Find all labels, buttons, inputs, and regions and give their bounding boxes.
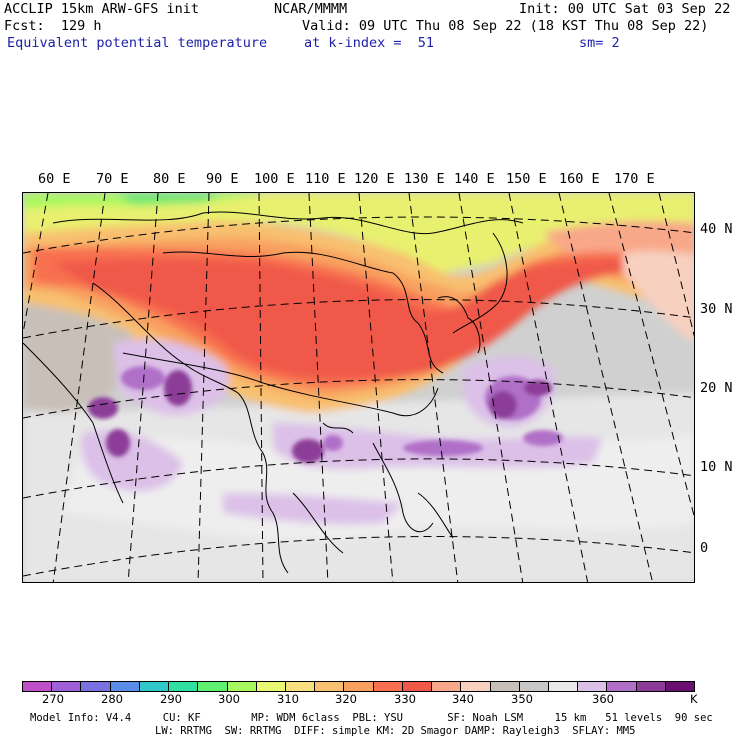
lon-label: 100 E — [254, 171, 295, 187]
colorbar-swatch — [52, 682, 82, 691]
colorbar-swatch — [23, 682, 53, 691]
model-info-line2: LW: RRTMG SW: RRTMG DIFF: simple KM: 2D … — [155, 725, 636, 737]
theta-e-map — [22, 192, 695, 583]
model-title: ACCLIP 15km ARW-GFS init — [4, 1, 200, 17]
colorbar-swatch — [432, 682, 462, 691]
lat-label: 20 N — [700, 380, 733, 396]
colorbar-tick: 300 — [218, 692, 240, 706]
colorbar-swatch — [227, 682, 257, 691]
colorbar-unit: K — [690, 692, 698, 706]
colorbar-swatch — [81, 682, 111, 691]
lon-label: 90 E — [206, 171, 239, 187]
colorbar-swatch — [636, 682, 666, 691]
colorbar-swatch — [315, 682, 345, 691]
colorbar-swatch — [548, 682, 579, 691]
graticule — [23, 193, 694, 582]
lon-label: 160 E — [559, 171, 600, 187]
lon-label: 110 E — [305, 171, 346, 187]
coastlines — [23, 211, 524, 574]
lat-label: 40 N — [700, 221, 733, 237]
colorbar-swatch — [139, 682, 170, 691]
center-label: NCAR/MMMM — [274, 1, 348, 17]
colorbar-tick: 270 — [42, 692, 64, 706]
lon-label: 70 E — [96, 171, 129, 187]
colorbar-swatch — [285, 682, 316, 691]
colorbar-swatch — [519, 682, 549, 691]
colorbar-swatch — [490, 682, 520, 691]
colorbar-tick: 290 — [160, 692, 182, 706]
field-name: Equivalent potential temperature — [7, 35, 268, 51]
colorbar-tick: 280 — [101, 692, 123, 706]
smoothing-label: sm= 2 — [579, 35, 620, 51]
colorbar-tick: 360 — [592, 692, 614, 706]
colorbar-tick: 340 — [452, 692, 474, 706]
model-info-line1: Model Info: V4.4 CU: KF MP: WDM 6class P… — [30, 712, 713, 724]
lat-label: 10 N — [700, 459, 733, 475]
lon-label: 150 E — [506, 171, 547, 187]
lon-label: 170 E — [614, 171, 655, 187]
colorbar-swatch — [198, 682, 228, 691]
colorbar-swatch — [461, 682, 491, 691]
lon-label: 60 E — [38, 171, 71, 187]
forecast-hour: Fcst: 129 h — [4, 18, 102, 34]
colorbar-tick: 310 — [277, 692, 299, 706]
colorbar-tick: 330 — [394, 692, 416, 706]
colorbar-swatch — [373, 682, 403, 691]
convective-cores — [88, 366, 563, 463]
colorbar-swatch — [578, 682, 608, 691]
lon-label: 130 E — [404, 171, 445, 187]
colorbar-swatch — [110, 682, 140, 691]
colorbar-tick: 350 — [511, 692, 533, 706]
init-time: Init: 00 UTC Sat 03 Sep 22 — [519, 1, 731, 17]
valid-time: Valid: 09 UTC Thu 08 Sep 22 (18 KST Thu … — [302, 18, 709, 34]
lon-label: 80 E — [153, 171, 186, 187]
level-label: at k-index = 51 — [304, 35, 435, 51]
colorbar-swatch — [402, 682, 433, 691]
colorbar-swatch — [344, 682, 374, 691]
lat-label: 30 N — [700, 301, 733, 317]
colorbar — [22, 681, 695, 692]
map-canvas — [23, 193, 694, 582]
colorbar-swatch — [665, 682, 695, 691]
lon-label: 140 E — [454, 171, 495, 187]
lat-label: 0 — [700, 540, 709, 556]
lon-label: 120 E — [354, 171, 395, 187]
colorbar-swatch — [169, 682, 199, 691]
colorbar-swatch — [256, 682, 286, 691]
colorbar-tick: 320 — [335, 692, 357, 706]
colorbar-swatch — [607, 682, 637, 691]
